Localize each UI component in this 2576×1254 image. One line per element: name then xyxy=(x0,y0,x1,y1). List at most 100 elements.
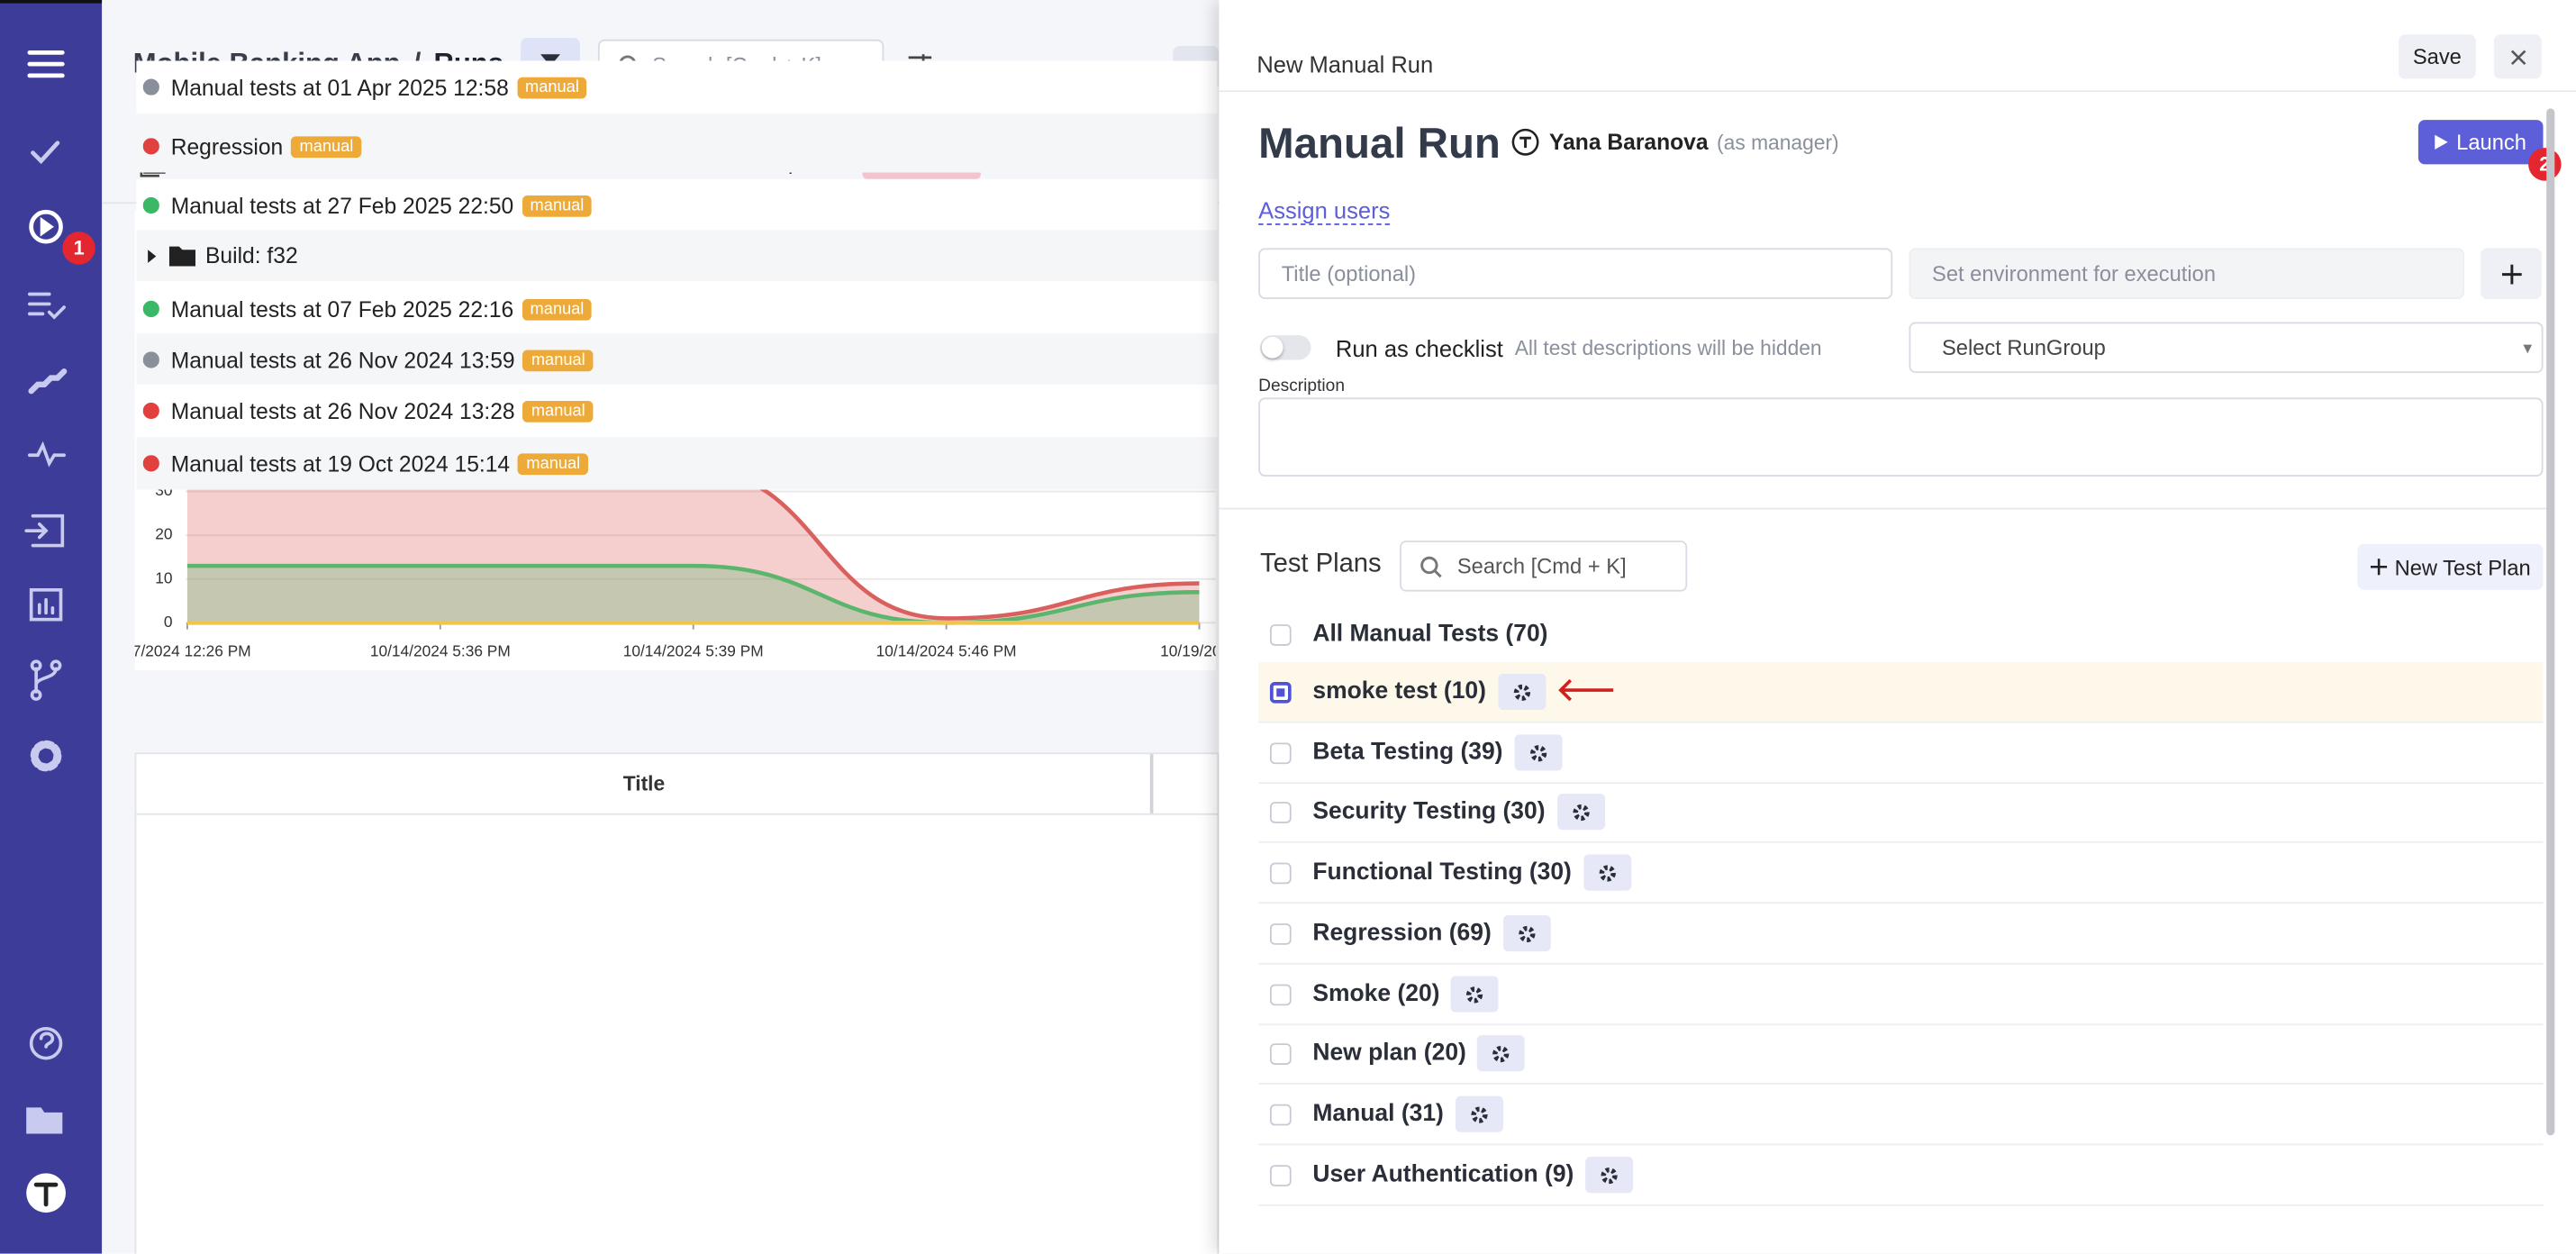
checkbox[interactable] xyxy=(1269,801,1292,822)
import-icon[interactable] xyxy=(24,513,65,548)
row-title[interactable]: Manual tests at 19 Oct 2024 15:14 xyxy=(170,450,511,477)
table-header xyxy=(136,754,1221,815)
help-icon[interactable] xyxy=(29,1026,63,1060)
gear xyxy=(1572,803,1589,821)
plan-settings[interactable] xyxy=(1451,976,1500,1013)
scrollbar xyxy=(2546,108,2555,1136)
analytics-icon[interactable] xyxy=(29,587,63,622)
plan-settings[interactable] xyxy=(1497,673,1546,710)
checklist-toggle[interactable] xyxy=(1259,335,1311,360)
tests-icon[interactable] xyxy=(31,141,60,165)
plan-settings[interactable] xyxy=(1514,734,1563,771)
plan-name[interactable]: New plan (20) xyxy=(1312,1040,1466,1067)
table-row[interactable]: Manual tests at 26 Nov 2024 13:59 manual xyxy=(136,333,1218,386)
plan-row[interactable]: Regression (69) xyxy=(1258,904,2544,965)
gear xyxy=(1518,924,1536,942)
runs-icon[interactable] xyxy=(29,209,63,244)
plan-row[interactable]: New plan (20) xyxy=(1258,1023,2544,1085)
new-plan-button[interactable]: New Test Plan xyxy=(2357,543,2544,590)
launch-button[interactable]: Launch xyxy=(2417,120,2544,165)
environment-input[interactable]: Set environment for execution xyxy=(1909,248,2464,299)
checkbox[interactable] xyxy=(1269,681,1292,703)
plans-icon[interactable] xyxy=(28,292,66,320)
table-row[interactable]: Regression manual xyxy=(136,120,1218,173)
status-icon xyxy=(142,196,159,214)
checkbox[interactable] xyxy=(1269,1042,1292,1065)
row-title[interactable]: Manual tests at 01 Apr 2025 12:58 xyxy=(170,74,509,100)
new-run-panel: New Manual Run Save Manual Run Yana Bara… xyxy=(1219,0,2576,1254)
plan-name[interactable]: Manual (31) xyxy=(1312,1101,1444,1128)
tag: manual xyxy=(518,452,589,475)
table-row[interactable]: Manual tests at 19 Oct 2024 15:14 manual xyxy=(136,437,1218,490)
close-panel[interactable] xyxy=(2493,34,2542,79)
plan-settings[interactable] xyxy=(1585,1157,1634,1194)
row-title[interactable]: Manual tests at 26 Nov 2024 13:28 xyxy=(170,398,515,423)
branch-icon[interactable] xyxy=(34,667,58,694)
placeholder: Search [Cmd + K] xyxy=(1456,553,1627,579)
settings-icon[interactable] xyxy=(30,740,62,772)
row-title[interactable]: Manual tests at 26 Nov 2024 13:59 xyxy=(170,347,515,373)
plan-row[interactable]: Security Testing (30) xyxy=(1258,782,2544,843)
table-row[interactable]: Build: f32 xyxy=(136,230,1218,281)
checkbox[interactable] xyxy=(1269,922,1292,944)
plan-name[interactable]: Security Testing (30) xyxy=(1312,798,1546,825)
gear-icon xyxy=(1513,683,1530,701)
title-input[interactable]: Title (optional) xyxy=(1258,248,1893,299)
checkbox[interactable] xyxy=(1269,1164,1292,1186)
table-row[interactable]: Manual tests at 26 Nov 2024 13:28 manual xyxy=(136,384,1218,438)
column-header[interactable]: Title xyxy=(622,772,666,795)
plan-name[interactable]: User Authentication (9) xyxy=(1312,1161,1574,1188)
gear xyxy=(1529,744,1547,761)
plan-row[interactable]: User Authentication (9) xyxy=(1258,1145,2544,1206)
checkbox[interactable] xyxy=(1269,1103,1292,1125)
row-title[interactable]: Manual tests at 27 Feb 2025 22:50 xyxy=(170,193,514,218)
plan-name[interactable]: Smoke (20) xyxy=(1312,980,1440,1008)
plan-name[interactable]: All Manual Tests (70) xyxy=(1312,621,1548,648)
row-title[interactable]: Manual tests at 07 Feb 2025 22:16 xyxy=(170,296,514,322)
plan-row[interactable]: Beta Testing (39) xyxy=(1258,723,2544,785)
pulse-icon[interactable] xyxy=(28,441,66,468)
folder-shape xyxy=(168,246,196,267)
plan-settings[interactable] xyxy=(1556,793,1605,831)
files-icon[interactable] xyxy=(26,1107,63,1134)
table-row[interactable]: Manual tests at 27 Feb 2025 22:50 manual xyxy=(136,178,1218,232)
plan-settings[interactable] xyxy=(1502,914,1551,952)
plan-row[interactable]: Functional Testing (30) xyxy=(1258,843,2544,904)
checkbox[interactable] xyxy=(1269,741,1292,764)
manager-name[interactable]: Yana Baranova xyxy=(1549,130,1709,155)
table-row[interactable]: Manual tests at 01 Apr 2025 12:58 manual xyxy=(136,60,1218,114)
plan-row[interactable]: All Manual Tests (70) xyxy=(1258,604,2544,666)
status-dot xyxy=(142,78,159,95)
plan-name[interactable]: Beta Testing (39) xyxy=(1312,739,1503,766)
status-icon xyxy=(142,78,159,95)
area-fill xyxy=(186,566,1200,623)
plan-settings[interactable] xyxy=(1477,1035,1526,1072)
plan-name[interactable]: Functional Testing (30) xyxy=(1312,859,1572,886)
rungroup-select[interactable]: Select RunGroup ▼ xyxy=(1909,322,2544,374)
plan-settings[interactable] xyxy=(1583,854,1631,891)
gear xyxy=(1470,1105,1488,1122)
plan-name[interactable]: Regression (69) xyxy=(1312,920,1492,947)
gear-icon xyxy=(1492,1045,1510,1062)
table-row[interactable]: Manual tests at 07 Feb 2025 22:16 manual xyxy=(136,282,1218,336)
save-button[interactable]: Save xyxy=(2399,34,2476,79)
steps-icon[interactable] xyxy=(28,368,68,395)
menu-icon[interactable] xyxy=(27,50,65,78)
add-environment[interactable] xyxy=(2481,248,2542,299)
plan-name[interactable]: smoke test (10) xyxy=(1312,678,1486,705)
checkbox[interactable] xyxy=(1269,623,1292,645)
plan-row[interactable]: smoke test (10) xyxy=(1258,662,2544,723)
plans-search[interactable]: Search [Cmd + K] xyxy=(1400,541,1688,592)
plan-row[interactable]: Smoke (20) xyxy=(1258,965,2544,1026)
badge: 1 xyxy=(62,232,95,265)
row-title[interactable]: Regression xyxy=(170,133,284,159)
gear xyxy=(1513,683,1530,701)
checkbox[interactable] xyxy=(1269,983,1292,1005)
plan-row[interactable]: Manual (31) xyxy=(1258,1085,2544,1146)
assign-users[interactable]: Assign users xyxy=(1258,196,1391,225)
description-input[interactable] xyxy=(1258,397,2544,477)
checkbox[interactable] xyxy=(1269,861,1292,884)
area-line xyxy=(186,563,1200,625)
plan-settings[interactable] xyxy=(1455,1095,1503,1132)
